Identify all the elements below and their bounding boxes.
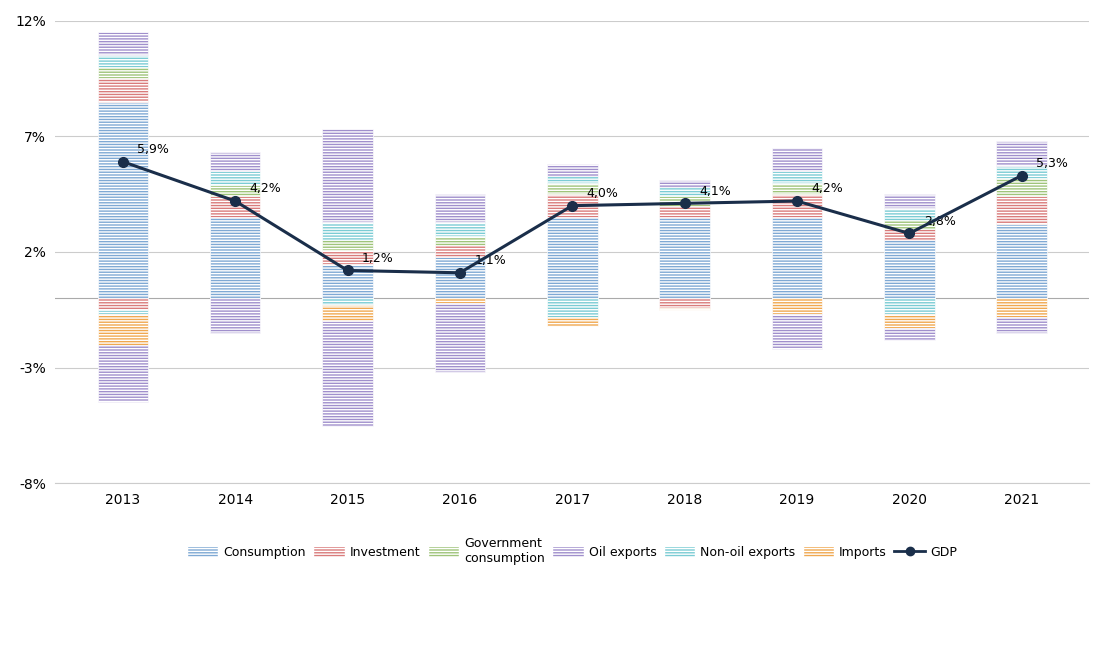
Bar (884, 229, 934, 240)
Text: 1,2%: 1,2% (362, 252, 394, 265)
Bar (996, 224, 1047, 298)
Bar (659, 217, 710, 298)
Bar (210, 152, 261, 171)
Bar (659, 187, 710, 197)
Bar (322, 322, 373, 426)
Bar (884, 298, 934, 314)
Bar (659, 180, 710, 187)
Text: 4,2%: 4,2% (811, 182, 843, 195)
Bar (659, 206, 710, 217)
Bar (546, 217, 597, 298)
Bar (435, 298, 485, 303)
Bar (210, 171, 261, 185)
Bar (659, 298, 710, 307)
Bar (772, 171, 822, 182)
Bar (97, 67, 148, 78)
Bar (97, 55, 148, 67)
Bar (546, 317, 597, 326)
Bar (546, 194, 597, 217)
Bar (772, 182, 822, 194)
Bar (546, 182, 597, 194)
Bar (996, 178, 1047, 197)
Bar (996, 317, 1047, 333)
Bar (97, 32, 148, 55)
Bar (435, 194, 485, 222)
Text: 5,3%: 5,3% (1037, 157, 1068, 170)
Bar (97, 298, 148, 310)
Bar (772, 314, 822, 349)
Text: 4,0%: 4,0% (587, 187, 618, 200)
Bar (97, 310, 148, 314)
Bar (435, 303, 485, 372)
Bar (996, 298, 1047, 317)
Bar (435, 256, 485, 298)
Bar (322, 249, 373, 264)
Bar (884, 208, 934, 219)
Text: 4,1%: 4,1% (699, 185, 731, 197)
Bar (97, 314, 148, 344)
Bar (996, 141, 1047, 166)
Bar (884, 240, 934, 298)
Bar (210, 197, 261, 217)
Text: 5,9%: 5,9% (138, 143, 169, 156)
Bar (435, 222, 485, 236)
Bar (996, 166, 1047, 178)
Text: 4,2%: 4,2% (250, 182, 282, 195)
Bar (322, 305, 373, 322)
Bar (546, 298, 597, 317)
Bar (322, 240, 373, 249)
Bar (210, 298, 261, 333)
Bar (322, 130, 373, 222)
Bar (884, 328, 934, 340)
Text: 1,1%: 1,1% (475, 254, 507, 267)
Bar (772, 298, 822, 314)
Bar (772, 148, 822, 171)
Bar (322, 222, 373, 240)
Bar (210, 217, 261, 298)
Bar (659, 307, 710, 310)
Bar (884, 219, 934, 229)
Legend: Consumption, Investment, Government
consumption, Oil exports, Non-oil exports, I: Consumption, Investment, Government cons… (182, 532, 963, 570)
Bar (772, 194, 822, 217)
Bar (996, 197, 1047, 224)
Bar (435, 245, 485, 256)
Bar (97, 78, 148, 102)
Bar (97, 102, 148, 298)
Bar (884, 194, 934, 208)
Bar (322, 264, 373, 298)
Bar (97, 344, 148, 402)
Bar (546, 164, 597, 176)
Bar (210, 185, 261, 197)
Bar (546, 176, 597, 182)
Text: 2,8%: 2,8% (924, 215, 956, 228)
Bar (884, 314, 934, 328)
Bar (772, 217, 822, 298)
Bar (435, 236, 485, 245)
Bar (659, 197, 710, 206)
Bar (322, 298, 373, 305)
